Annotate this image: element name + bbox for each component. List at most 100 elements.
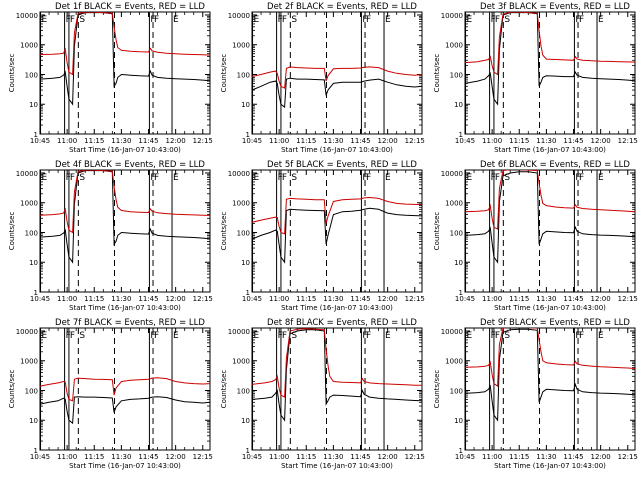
time-marker-label: F <box>366 331 371 341</box>
x-tick-label: 11:30 <box>323 137 343 145</box>
time-marker-label: F <box>154 173 159 183</box>
x-tick-label: 11:00 <box>269 295 289 303</box>
x-tick-label: 11:45 <box>138 453 158 461</box>
time-marker-label: F <box>154 15 159 25</box>
y-tick-label: 10000 <box>228 170 250 178</box>
time-marker-label: E <box>254 173 260 183</box>
chart-panel: Det 6f BLACK = Events, RED = LLD 1 10 100 10… <box>433 160 638 312</box>
y-tick-label: 10 <box>241 417 250 425</box>
y-tick-label: 100 <box>237 71 250 79</box>
panel-title: Det 8f BLACK = Events, RED = LLD <box>267 318 417 328</box>
x-tick-label: 11:00 <box>269 137 289 145</box>
y-tick-label: 1000 <box>232 358 250 366</box>
time-marker-label: F <box>579 331 584 341</box>
x-tick-label: 11:30 <box>536 137 556 145</box>
y-tick-label: 10 <box>454 259 463 267</box>
x-tick-label: 11:00 <box>57 137 77 145</box>
panel-title: Det 4f BLACK = Events, RED = LLD <box>55 160 205 170</box>
y-tick-label: 10000 <box>228 328 250 336</box>
time-marker-label: F <box>495 15 500 25</box>
x-tick-label: 12:15 <box>193 453 213 461</box>
lld-series-line <box>40 12 210 76</box>
x-tick-label: 11:15 <box>84 453 104 461</box>
x-tick-label: 12:00 <box>378 295 398 303</box>
x-tick-label: 10:45 <box>242 295 262 303</box>
panel-title: Det 1f BLACK = Events, RED = LLD <box>55 2 205 12</box>
y-tick-label: 10 <box>29 417 38 425</box>
chart-panel: Det 2f BLACK = Events, RED = LLD 1 10 100 10… <box>220 2 425 154</box>
x-axis-label: Start Time (16-Jan-07 10:43:00) <box>281 304 393 312</box>
time-marker-label: S <box>291 173 297 183</box>
y-tick-label: 10 <box>29 259 38 267</box>
x-tick-label: 11:15 <box>509 137 529 145</box>
x-tick-label: 11:30 <box>536 453 556 461</box>
time-marker-label: E <box>254 15 260 25</box>
y-axis-label: Counts/sec <box>220 370 228 409</box>
y-axis-label: Counts/sec <box>433 212 441 251</box>
x-tick-label: 11:45 <box>138 295 158 303</box>
time-marker-label: F <box>66 15 71 25</box>
panel-title: Det 7f BLACK = Events, RED = LLD <box>55 318 205 328</box>
x-tick-label: 11:45 <box>563 453 583 461</box>
time-marker-label: F <box>491 331 496 341</box>
lld-series-line <box>252 328 422 398</box>
x-axis-label: Start Time (16-Jan-07 10:43:00) <box>494 146 606 154</box>
x-tick-label: 11:00 <box>57 295 77 303</box>
y-tick-label: 1 <box>246 447 250 455</box>
time-marker-label: F <box>154 331 159 341</box>
lld-series-line <box>465 328 635 388</box>
time-marker-label: F <box>362 331 367 341</box>
events-series-line <box>252 207 422 264</box>
x-tick-label: 12:15 <box>193 137 213 145</box>
y-tick-label: 1000 <box>445 42 463 50</box>
time-marker-label: F <box>282 173 287 183</box>
y-tick-label: 10000 <box>441 12 463 20</box>
y-tick-label: 100 <box>25 387 38 395</box>
y-axis-label: Counts/sec <box>8 54 16 93</box>
x-tick-label: 10:45 <box>242 137 262 145</box>
time-marker-label: F <box>66 173 71 183</box>
x-tick-label: 12:00 <box>166 137 186 145</box>
y-tick-label: 1 <box>246 131 250 139</box>
x-tick-label: 11:45 <box>350 137 370 145</box>
y-tick-label: 1000 <box>20 42 38 50</box>
y-tick-label: 100 <box>25 229 38 237</box>
time-marker-label: F <box>282 331 287 341</box>
x-tick-label: 10:45 <box>30 137 50 145</box>
time-marker-label: F <box>70 331 75 341</box>
y-axis-label: Counts/sec <box>8 370 16 409</box>
x-tick-label: 10:45 <box>455 453 475 461</box>
time-marker-label: F <box>70 15 75 25</box>
x-tick-label: 11:15 <box>296 295 316 303</box>
time-marker-label: S <box>79 15 85 25</box>
x-tick-label: 12:00 <box>591 137 611 145</box>
panel-title: Det 9f BLACK = Events, RED = LLD <box>480 318 630 328</box>
time-marker-label: F <box>278 15 283 25</box>
x-tick-label: 12:15 <box>618 453 638 461</box>
y-tick-label: 1 <box>34 131 38 139</box>
time-marker-label: F <box>278 331 283 341</box>
y-tick-label: 10000 <box>16 328 38 336</box>
plot-frame <box>39 169 211 293</box>
x-tick-label: 11:45 <box>563 295 583 303</box>
events-series-line <box>465 12 635 106</box>
time-marker-label: E <box>42 331 48 341</box>
y-tick-label: 100 <box>450 387 463 395</box>
y-tick-label: 10 <box>454 101 463 109</box>
chart-panel: Det 5f BLACK = Events, RED = LLD 1 10 100 10… <box>220 160 425 312</box>
x-tick-label: 12:15 <box>405 295 425 303</box>
x-tick-label: 11:15 <box>296 453 316 461</box>
events-series-line <box>40 170 210 264</box>
time-marker-label: F <box>150 331 155 341</box>
y-tick-label: 10 <box>241 101 250 109</box>
x-tick-label: 11:00 <box>57 453 77 461</box>
x-tick-label: 10:45 <box>30 295 50 303</box>
time-marker-label: F <box>495 173 500 183</box>
y-axis-label: Counts/sec <box>433 54 441 93</box>
y-tick-label: 1000 <box>232 42 250 50</box>
plot-frame <box>39 327 211 451</box>
time-marker-label: E <box>598 173 604 183</box>
time-marker-label: S <box>504 15 510 25</box>
x-axis-label: Start Time (16-Jan-07 10:43:00) <box>69 146 181 154</box>
